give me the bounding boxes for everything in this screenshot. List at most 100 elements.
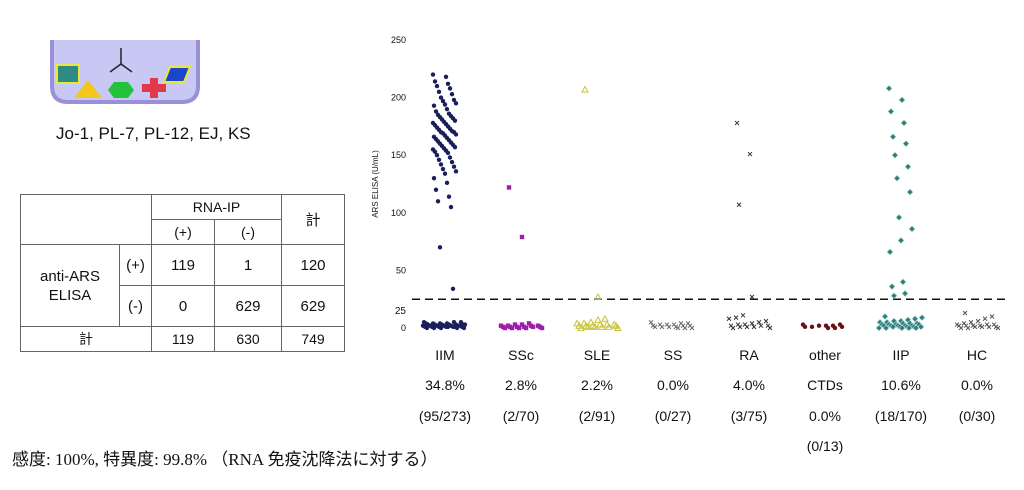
data-point: [443, 74, 449, 80]
data-point: [802, 324, 808, 330]
data-point: [462, 322, 468, 327]
elisa-row-header: anti-ARS ELISA: [20, 244, 120, 327]
antibody-icon: [109, 48, 133, 73]
data-point: [917, 323, 925, 331]
data-point: [433, 109, 439, 114]
data-point: [451, 164, 457, 169]
contingency-table: RNA-IP 計 (+) (-) anti-ARS ELISA (+) 119 …: [20, 194, 345, 352]
data-point: [832, 325, 838, 331]
elisa-negative-label: (-): [119, 285, 152, 327]
y-axis-title: ARS ELISA (U/mL): [371, 150, 380, 218]
data-point: [659, 324, 665, 330]
data-point: [451, 97, 457, 103]
data-point: [675, 325, 681, 331]
category-label: SS: [664, 347, 683, 363]
data-point: [733, 315, 739, 320]
elisa-row-header-line2: ELISA: [48, 286, 92, 304]
data-point: [962, 310, 968, 316]
data-point: [888, 283, 896, 290]
data-point: [756, 319, 762, 325]
y-tick-label: 0: [401, 323, 406, 333]
table-cell: 0: [151, 285, 215, 327]
table-cell: 629: [281, 285, 345, 327]
y-tick-label: 200: [391, 93, 406, 103]
data-point: [890, 292, 898, 300]
data-point: [438, 95, 444, 100]
data-point: [447, 155, 453, 160]
category-stat-line: (95/273): [419, 408, 471, 424]
category-stat-line: 10.6%: [881, 377, 921, 393]
data-point: [438, 325, 444, 331]
data-point: [918, 314, 926, 322]
data-point: [436, 89, 442, 95]
data-point: [442, 171, 448, 176]
data-point: [448, 204, 454, 210]
data-point: [601, 314, 609, 322]
data-point: [887, 107, 895, 115]
table-cell: 119: [151, 326, 215, 352]
y-tick-label: 100: [391, 208, 406, 218]
rna-ip-header: RNA-IP: [151, 194, 282, 220]
data-point: [450, 286, 456, 292]
category-stat-line: (0/27): [655, 408, 692, 424]
y-tick-label: 250: [391, 35, 406, 45]
data-point: [530, 324, 536, 330]
antigen-parallelogram-icon: [162, 66, 192, 83]
data-point: [882, 324, 890, 332]
data-point: [526, 321, 532, 326]
data-point: [598, 322, 606, 330]
data-point: [758, 323, 764, 329]
data-point: [875, 324, 883, 332]
data-point: [737, 324, 743, 330]
data-point: [898, 324, 906, 332]
data-point: [901, 290, 909, 297]
data-point: [523, 325, 529, 331]
data-point: [516, 325, 522, 331]
data-point: [730, 325, 736, 331]
data-point: [438, 162, 444, 167]
data-point: [886, 248, 894, 256]
data-point: [509, 325, 515, 331]
category-stat-line: (0/30): [959, 408, 996, 424]
antigen-triangle-icon: [74, 80, 102, 98]
data-point: [893, 174, 901, 182]
category-stat-line: 2.2%: [581, 377, 613, 393]
rna-ip-negative-header: (-): [214, 219, 282, 245]
data-point: [958, 325, 964, 331]
table-cell: 630: [214, 326, 282, 352]
data-point: [908, 225, 916, 233]
category-stat-line: 2.8%: [505, 377, 537, 393]
category-stat-line: 34.8%: [425, 377, 465, 393]
data-point: [736, 202, 742, 208]
elisa-positive-label: (+): [119, 244, 152, 286]
data-point: [435, 199, 441, 204]
data-point: [889, 323, 897, 331]
data-point: [584, 322, 592, 330]
category-label: SLE: [584, 347, 610, 363]
data-point: [982, 316, 988, 322]
y-tick-label: 50: [396, 265, 406, 275]
data-point: [502, 325, 508, 331]
rna-ip-positive-header: (+): [151, 219, 215, 245]
data-point: [881, 313, 889, 320]
total-row-header: 計: [20, 326, 152, 352]
data-point: [437, 245, 443, 250]
ars-elisa-scatter-chart: 0 50 100 150 200 250 ARS ELISA (U/mL) 25 IIM 34.8…: [371, 35, 1010, 454]
data-point: [744, 324, 750, 330]
elisa-row-header-line1: anti-ARS: [39, 267, 101, 285]
data-point: [905, 324, 913, 332]
data-point: [432, 149, 438, 154]
category-stat-line: 0.0%: [961, 377, 993, 393]
data-point: [440, 98, 446, 104]
category-label: HC: [967, 347, 987, 363]
category-stat-line: (3/75): [731, 408, 768, 424]
data-point: [519, 322, 525, 327]
table-cell: 749: [281, 326, 345, 352]
data-point: [809, 324, 815, 330]
data-point: [885, 84, 893, 92]
data-point: [605, 322, 613, 330]
data-point: [965, 325, 971, 331]
category-stat-line: 0.0%: [809, 408, 841, 424]
data-point: [445, 150, 451, 156]
category-label: IIP: [892, 347, 909, 363]
